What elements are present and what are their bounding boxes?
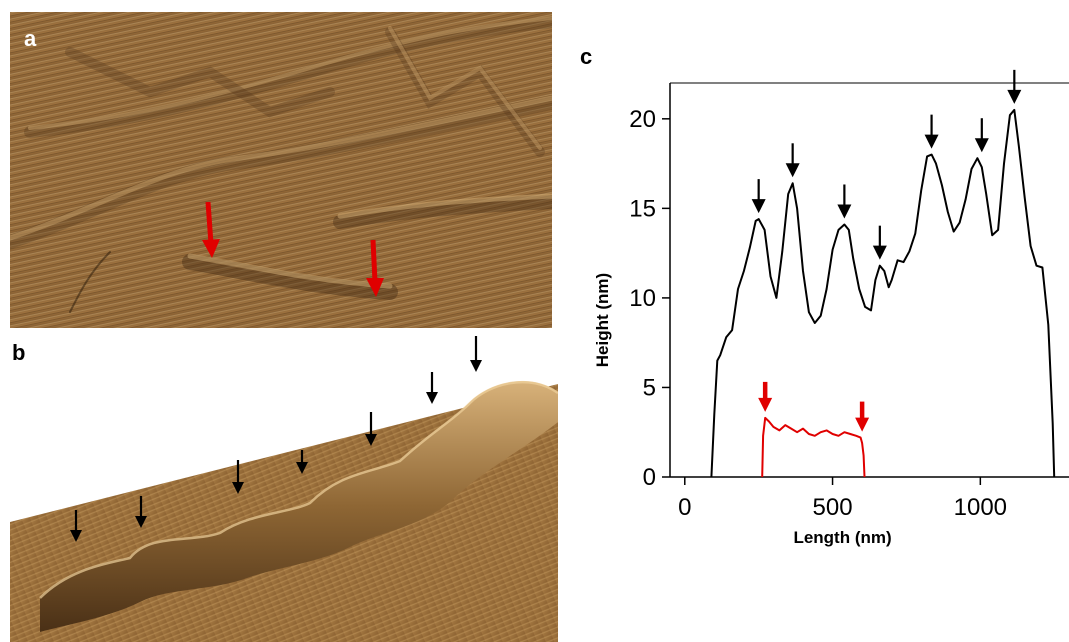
peak-arrow-2-head: [785, 163, 800, 178]
red-arrow-c-2: [855, 401, 870, 432]
y-tick-label: 20: [629, 106, 656, 133]
peak-arrow-7: [1007, 69, 1022, 104]
panel-label-c: c: [580, 44, 593, 69]
red-arrow-a-1: [202, 201, 220, 258]
peak-arrow-3: [837, 184, 852, 219]
peak-arrow-6: [974, 118, 989, 153]
x-tick-label: 500: [813, 494, 853, 521]
peak-arrow-7-head: [1007, 89, 1022, 104]
peak-arrow-3-head: [837, 204, 852, 219]
peak-arrow-1-head: [751, 199, 766, 214]
black-arrow-b-top: [470, 336, 482, 372]
red-arrow-c-2-head: [855, 417, 870, 432]
y-tick-label: 10: [629, 285, 656, 312]
peak-arrow-1: [751, 179, 766, 214]
afm-surface-a: [10, 12, 552, 328]
afm-image-a: [10, 12, 552, 328]
x-tick-label: 1000: [954, 494, 1007, 521]
peak-arrow-6-head: [974, 138, 989, 153]
peak-arrow-5: [924, 114, 939, 149]
y-tick-label: 5: [643, 374, 656, 401]
x-tick-label: 0: [678, 494, 691, 521]
peak-arrow-2: [785, 143, 800, 178]
afm-image-b: [10, 362, 558, 642]
red-arrow-c-1-head: [758, 397, 773, 412]
y-tick-label: 15: [629, 195, 656, 222]
x-axis-title: Length (nm): [793, 528, 891, 547]
peak-arrow-4: [872, 225, 887, 260]
panel-label-b: b: [12, 340, 26, 365]
red-arrow-c-1: [758, 381, 773, 412]
red-arrow-a-2: [366, 239, 384, 297]
peak-arrow-5-head: [924, 134, 939, 149]
peak-arrow-4-head: [872, 245, 887, 260]
afm-surface-b: [10, 362, 558, 642]
series-line-2: [761, 416, 866, 478]
series-line-1: [710, 108, 1056, 478]
height-profile-chart: 0 5 10 15 20 0 500 1000 Length (nm) Height (nm): [593, 69, 1069, 547]
panel-label-a: a: [24, 26, 37, 51]
y-tick-label: 0: [643, 464, 656, 491]
y-axis-title: Height (nm): [593, 273, 612, 367]
